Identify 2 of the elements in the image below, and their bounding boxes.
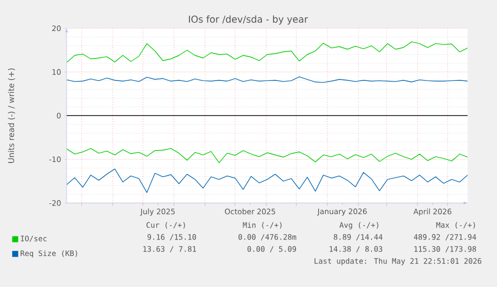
chart-title: IOs for /dev/sda - by year — [188, 15, 308, 25]
line-series — [66, 41, 468, 63]
